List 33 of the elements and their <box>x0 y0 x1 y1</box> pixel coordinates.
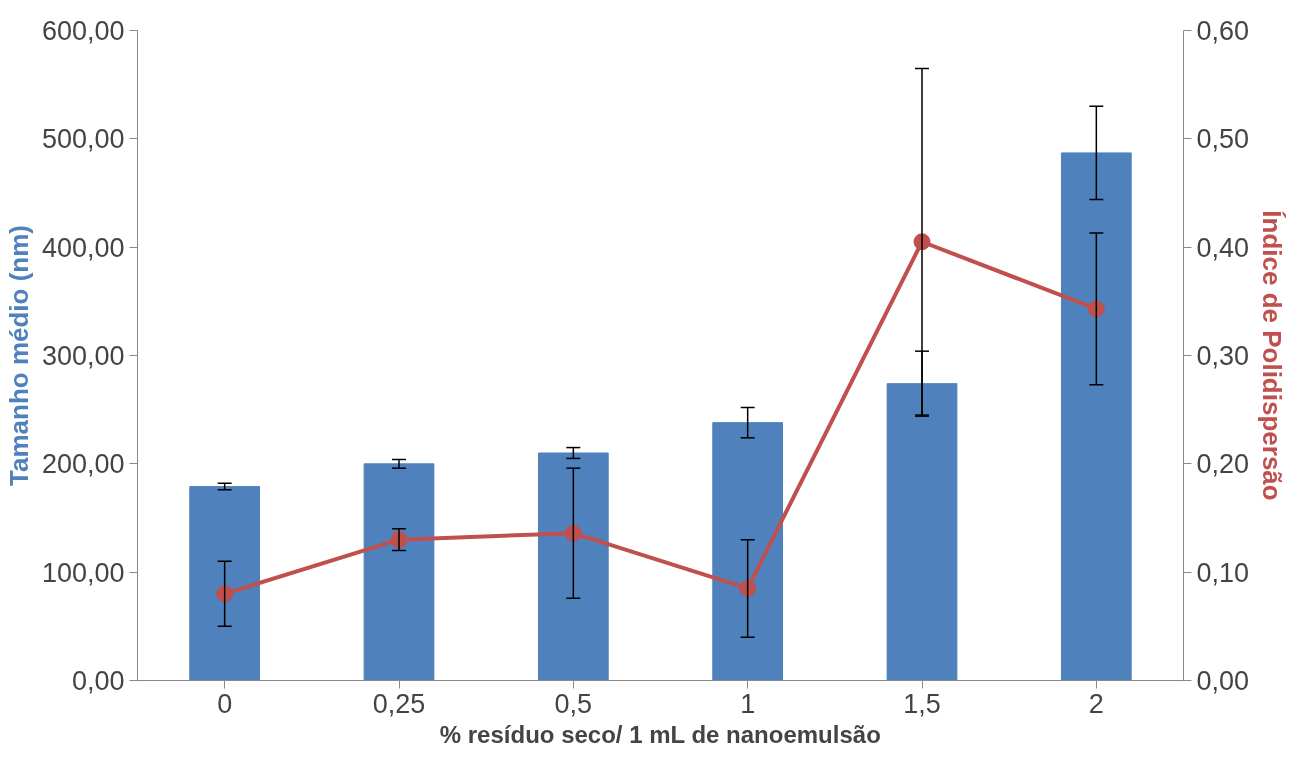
y2-axis-title: Índice de Polidispersão <box>1257 210 1288 501</box>
point <box>216 585 234 603</box>
y-tick-label: 400,00 <box>41 232 125 263</box>
y2-tick-label: 0,30 <box>1196 341 1250 371</box>
y-tick-label: 0,00 <box>71 666 125 696</box>
bar <box>886 383 958 681</box>
y-axis-title: Tamanho médio (nm) <box>3 225 34 486</box>
y2-tick-label: 0,50 <box>1196 124 1250 155</box>
y-tick-label: 200,00 <box>41 449 125 480</box>
bar <box>189 486 261 681</box>
y2-tick-label: 0,40 <box>1196 232 1250 263</box>
x-tick-label: 0,25 <box>372 688 426 719</box>
point <box>564 524 582 542</box>
x-tick-label: 2 <box>1088 688 1104 719</box>
bar <box>1060 152 1132 681</box>
x-tick-label: 0 <box>217 688 233 719</box>
y-tick-label: 600,00 <box>41 16 125 46</box>
point <box>739 579 757 597</box>
x-tick-label: 0,5 <box>554 688 593 719</box>
y-tick-label: 300,00 <box>41 341 125 371</box>
y2-tick-label: 0,20 <box>1196 449 1250 480</box>
x-tick-label: 1 <box>740 688 756 719</box>
bar <box>537 452 609 681</box>
bar <box>712 422 784 681</box>
y2-tick-label: 0,60 <box>1196 16 1250 46</box>
x-tick-label: 1,5 <box>903 688 941 719</box>
y2-tick-label: 0,10 <box>1196 557 1250 588</box>
x-axis-title: % resíduo seco/ 1 mL de nanoemulsão <box>439 720 881 748</box>
bar <box>363 463 435 681</box>
y-tick-label: 100,00 <box>41 557 125 588</box>
y-tick-label: 500,00 <box>41 124 125 155</box>
point <box>1087 300 1105 318</box>
y2-tick-label: 0,00 <box>1196 666 1250 696</box>
